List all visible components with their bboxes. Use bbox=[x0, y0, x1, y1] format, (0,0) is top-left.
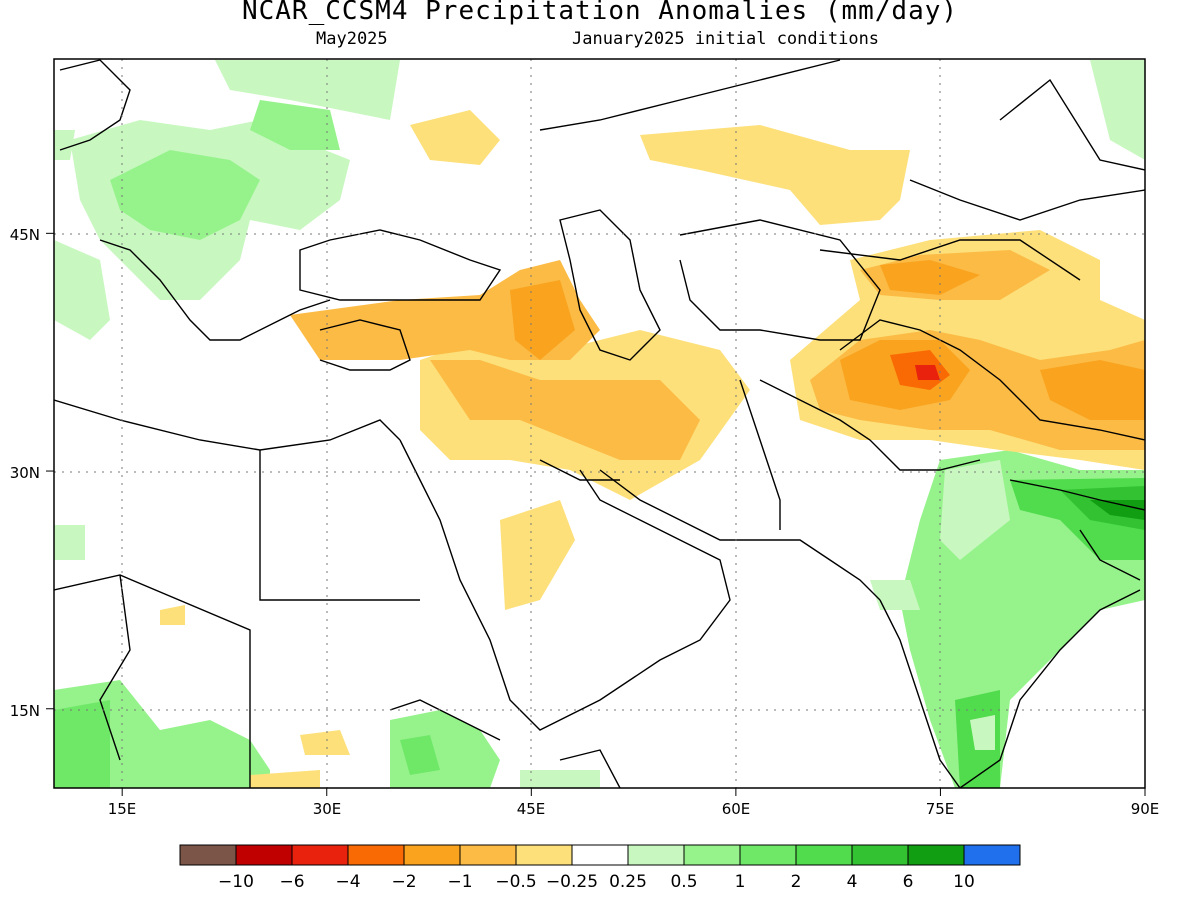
colorbar-label: 0.25 bbox=[609, 872, 647, 892]
colorbar-swatch bbox=[795, 844, 853, 866]
colorbar-swatch bbox=[851, 844, 909, 866]
map-frame bbox=[53, 58, 1146, 789]
colorbar-label: −1 bbox=[447, 872, 472, 892]
graticule bbox=[54, 59, 1145, 788]
colorbar-label: −10 bbox=[218, 872, 254, 892]
colorbar bbox=[179, 844, 1021, 866]
colorbar-swatch bbox=[571, 844, 629, 866]
x-tick-label: 90E bbox=[1131, 800, 1160, 818]
colorbar-label: 1 bbox=[735, 872, 746, 892]
colorbar-label: 2 bbox=[791, 872, 802, 892]
colorbar-labels: −10 −6 −4 −2 −1 −0.5 −0.25 0.25 0.5 1 2 4 6 10 bbox=[218, 872, 975, 892]
map-title: NCAR_CCSM4 Precipitation Anomalies (mm/d… bbox=[241, 0, 959, 26]
map-plot-area bbox=[54, 59, 1145, 788]
colorbar-swatch bbox=[235, 844, 293, 866]
colorbar-swatch bbox=[179, 844, 237, 866]
x-tick-label: 30E bbox=[313, 800, 342, 818]
dry-anomalies bbox=[160, 110, 1145, 788]
colorbar-label: 4 bbox=[847, 872, 858, 892]
colorbar-swatch bbox=[347, 844, 405, 866]
y-axis-labels: 45N 30N 15N bbox=[10, 226, 40, 720]
x-axis-labels: 15E 30E 45E 60E 75E 90E bbox=[108, 800, 1160, 818]
y-tick-label: 15N bbox=[10, 702, 40, 720]
colorbar-swatch bbox=[515, 844, 573, 866]
colorbar-label: −2 bbox=[391, 872, 416, 892]
x-tick-label: 15E bbox=[108, 800, 137, 818]
x-tick-label: 75E bbox=[926, 800, 955, 818]
colorbar-label: 6 bbox=[903, 872, 914, 892]
colorbar-swatch bbox=[291, 844, 349, 866]
colorbar-swatch bbox=[459, 844, 517, 866]
colorbar-swatch bbox=[627, 844, 685, 866]
colorbar-label: −0.5 bbox=[495, 872, 536, 892]
colorbar-swatch bbox=[683, 844, 741, 866]
colorbar-swatch bbox=[739, 844, 797, 866]
colorbar-swatch bbox=[403, 844, 461, 866]
x-tick-label: 60E bbox=[722, 800, 751, 818]
forecast-month: May2025 bbox=[316, 29, 388, 49]
colorbar-label: −4 bbox=[335, 872, 360, 892]
colorbar-label: 0.5 bbox=[670, 872, 697, 892]
colorbar-label: 10 bbox=[953, 872, 975, 892]
colorbar-swatch bbox=[963, 844, 1021, 866]
axis-ticks bbox=[46, 232, 1146, 796]
y-tick-label: 30N bbox=[10, 464, 40, 482]
colorbar-label: −6 bbox=[279, 872, 304, 892]
colorbar-label: −0.25 bbox=[546, 872, 598, 892]
colorbar-swatch bbox=[907, 844, 965, 866]
initial-conditions: January2025 initial conditions bbox=[572, 29, 880, 49]
y-tick-label: 45N bbox=[10, 226, 40, 244]
coastlines-borders bbox=[54, 59, 1145, 788]
x-tick-label: 45E bbox=[517, 800, 546, 818]
